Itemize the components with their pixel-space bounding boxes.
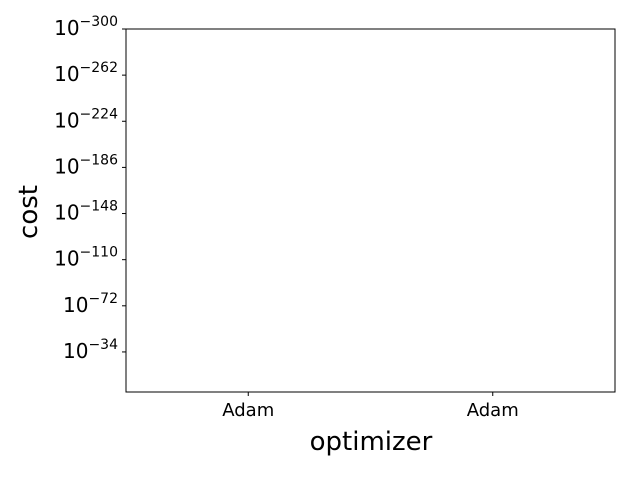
x-tick-label: Adam — [467, 400, 519, 421]
y-tick-label: 10−72 — [63, 291, 118, 317]
x-tick-label: Adam — [222, 400, 274, 421]
y-tick-label: 10−300 — [54, 14, 118, 40]
y-tick-label: 10−186 — [54, 152, 118, 178]
y-tick-label: 10−148 — [54, 199, 118, 225]
x-axis-label: optimizer — [310, 427, 433, 457]
y-axis-label: cost — [14, 185, 44, 239]
y-tick-label: 10−262 — [54, 60, 118, 86]
y-tick-label: 10−34 — [63, 337, 118, 363]
plot-frame — [125, 28, 616, 393]
y-tick-label: 10−110 — [54, 245, 118, 271]
y-tick-label: 10−224 — [54, 106, 118, 132]
